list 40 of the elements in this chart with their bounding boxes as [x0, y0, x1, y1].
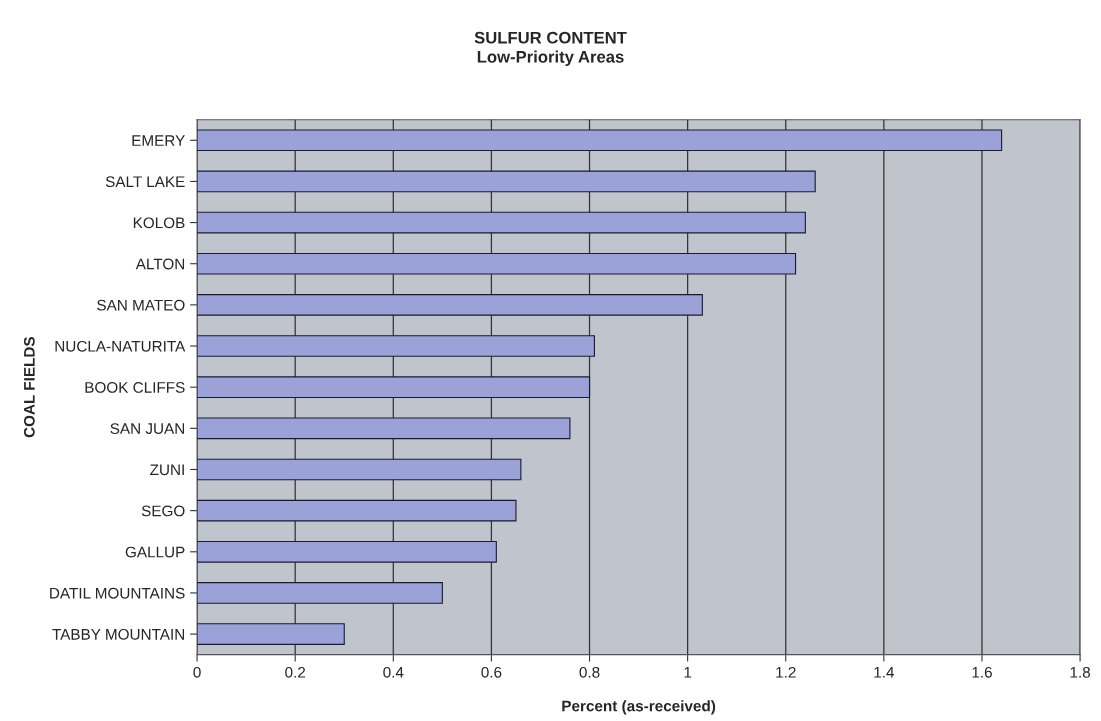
bar: [197, 170, 816, 193]
y-tick-label: EMERY: [132, 135, 185, 146]
bar: [197, 129, 1003, 152]
x-tick-label: 1.4: [874, 667, 895, 678]
y-tick-label: GALLUP: [125, 546, 185, 558]
x-tick-label: 0: [193, 666, 201, 678]
x-tick-label: 1: [684, 667, 692, 678]
x-tick-label: 0.2: [285, 666, 306, 678]
y-tick-label: DATIL MOUNTAINS: [50, 587, 185, 599]
bar: [197, 582, 443, 604]
y-tick-label: ALTON: [135, 258, 185, 270]
bar: [197, 623, 345, 645]
chart-title: SULFUR CONTENT: [474, 31, 627, 44]
x-tick-label: 1.2: [776, 666, 796, 678]
y-tick-label: SEGO: [141, 505, 185, 517]
bar: [197, 499, 517, 522]
x-tick-label: 0.8: [579, 666, 600, 678]
bar: [197, 376, 591, 399]
y-tick-label: NUCLA-NATURITA: [55, 340, 186, 352]
bar: [197, 540, 497, 563]
x-tick-label: 0.4: [383, 666, 404, 678]
y-tick-label: SAN MATEO: [97, 299, 185, 311]
x-tick-label: 1.8: [1070, 666, 1091, 678]
x-tick-label: 0.6: [481, 666, 502, 678]
x-tick-label: 1.6: [972, 666, 992, 678]
bar: [197, 335, 595, 357]
x-axis-title: Percent (as-received): [562, 700, 716, 715]
bar: [197, 252, 797, 275]
y-tick-label: ZUNI: [150, 464, 184, 476]
y-tick-label: SALT LAKE: [105, 176, 185, 188]
bar: [197, 417, 571, 440]
y-tick-label: TABBY MOUNTAIN: [52, 628, 185, 640]
y-tick-label: KOLOB: [133, 217, 185, 229]
y-axis-title: COAL FIELDS: [23, 336, 35, 438]
bar: [197, 458, 522, 481]
y-tick-label: SAN JUAN: [110, 423, 185, 435]
bar: [197, 294, 703, 316]
bar: [197, 211, 806, 234]
chart-subtitle: Low-Priority Areas: [477, 50, 624, 67]
y-tick-label: BOOK CLIFFS: [85, 382, 185, 393]
